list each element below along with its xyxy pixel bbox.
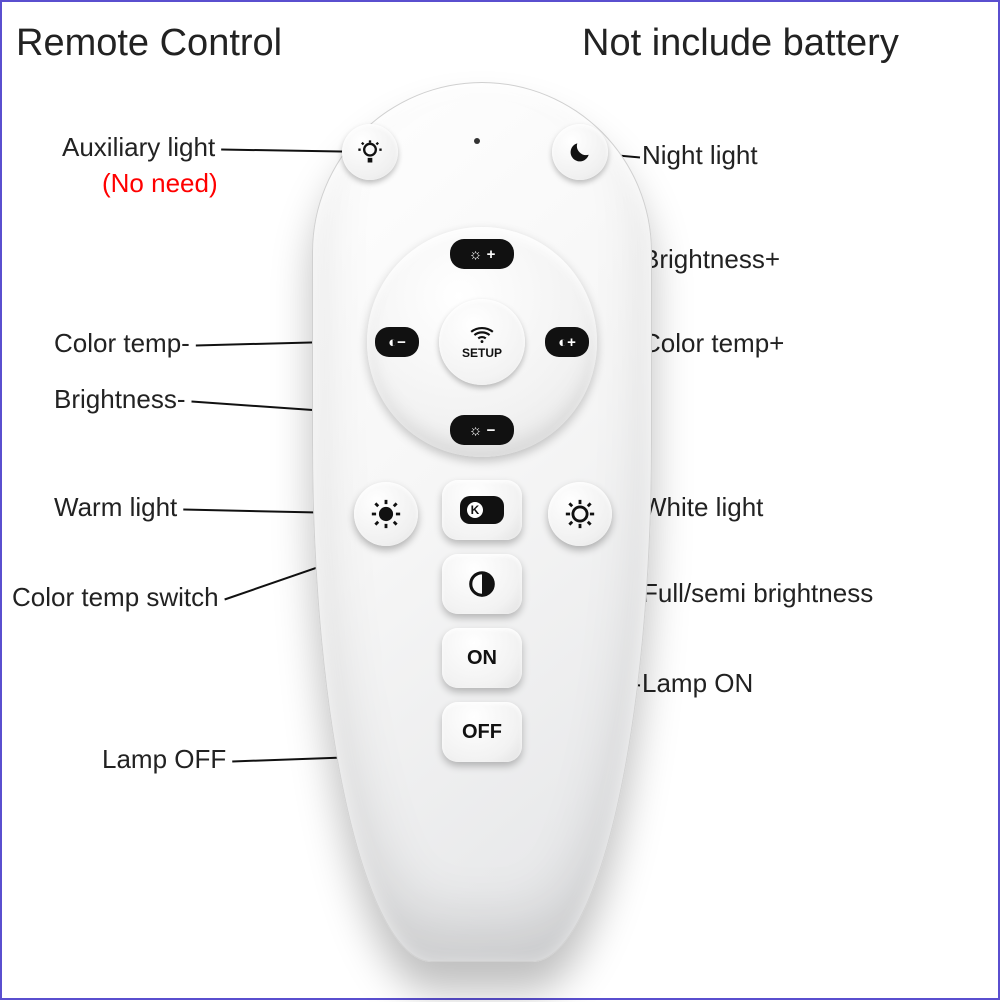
ir-led — [474, 138, 480, 144]
warm-light-button[interactable] — [354, 482, 418, 546]
brightness-plus-button[interactable]: ☼ + — [450, 239, 514, 269]
label-lamp-on: Lamp ON — [642, 668, 753, 699]
lamp-off-button[interactable]: OFF — [442, 702, 522, 762]
ct-plus-icon: ◐+ — [558, 334, 576, 351]
aux-light-button[interactable] — [342, 124, 398, 180]
ct-minus-icon: ◐− — [388, 334, 406, 351]
wifi-icon — [469, 325, 495, 343]
label-full-semi: Full/semi brightness — [642, 578, 873, 609]
label-bright-plus: Brightness+ — [642, 244, 780, 275]
title-left: Remote Control — [16, 22, 282, 65]
k-icon: K — [460, 496, 504, 524]
sun-outline-icon — [563, 497, 597, 531]
sun-plus-icon: ☼ + — [469, 246, 496, 263]
setup-label: SETUP — [462, 346, 502, 360]
moon-icon — [567, 139, 593, 165]
color-temp-switch-button[interactable]: K — [442, 480, 522, 540]
brightness-minus-button[interactable]: ☼ − — [450, 415, 514, 445]
lamp-on-button[interactable]: ON — [442, 628, 522, 688]
label-color-plus: Color temp+ — [642, 328, 784, 359]
label-ct-switch: Color temp switch — [12, 582, 219, 613]
title-right: Not include battery — [582, 22, 899, 65]
color-temp-minus-button[interactable]: ◐− — [375, 327, 419, 357]
bulb-icon — [356, 138, 384, 166]
label-no-need: (No need) — [102, 168, 218, 199]
svg-text:K: K — [471, 503, 480, 517]
dpad-ring: ☼ + ☼ − ◐− ◐+ SETUP — [367, 227, 597, 457]
off-label: OFF — [462, 721, 502, 744]
half-circle-icon — [467, 569, 497, 599]
remote: ☼ + ☼ − ◐− ◐+ SETUP K ON OFF — [312, 82, 652, 962]
on-label: ON — [467, 647, 497, 670]
sun-filled-icon — [369, 497, 403, 531]
color-temp-plus-button[interactable]: ◐+ — [545, 327, 589, 357]
label-lamp-off: Lamp OFF — [102, 744, 226, 775]
label-bright-minus: Brightness- — [54, 384, 186, 415]
setup-button[interactable]: SETUP — [439, 299, 525, 385]
night-light-button[interactable] — [552, 124, 608, 180]
label-auxiliary: Auxiliary light — [62, 132, 215, 163]
sun-minus-icon: ☼ − — [469, 422, 496, 439]
label-white: White light — [642, 492, 763, 523]
label-warm: Warm light — [54, 492, 177, 523]
label-color-minus: Color temp- — [54, 328, 190, 359]
white-light-button[interactable] — [548, 482, 612, 546]
label-night: Night light — [642, 140, 758, 171]
full-semi-brightness-button[interactable] — [442, 554, 522, 614]
